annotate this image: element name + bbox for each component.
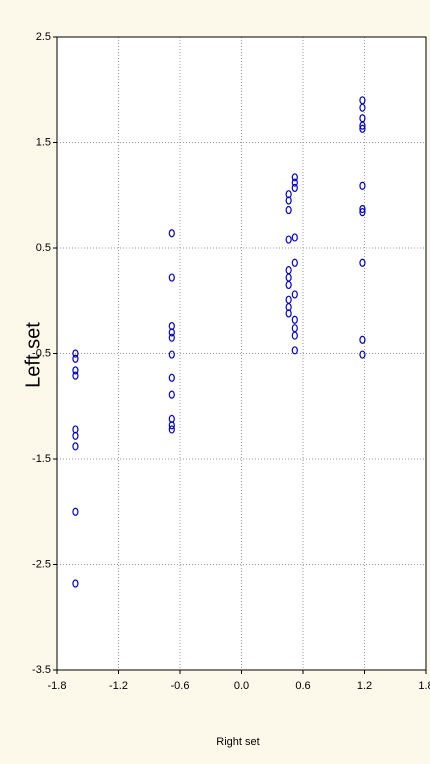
point — [168, 421, 175, 430]
point — [72, 354, 79, 363]
y-tick-label: 0.5 — [36, 242, 51, 254]
point — [359, 208, 366, 217]
y-tick-label: -1.5 — [32, 453, 51, 465]
point — [291, 331, 298, 340]
point — [359, 181, 366, 190]
point — [359, 335, 366, 344]
x-tick-label: -1.8 — [48, 680, 67, 692]
x-tick-label: -1.2 — [109, 680, 128, 692]
point — [72, 425, 79, 434]
point — [291, 173, 298, 182]
point — [291, 258, 298, 267]
point — [168, 373, 175, 382]
point — [291, 315, 298, 324]
point — [72, 442, 79, 451]
point — [285, 302, 292, 312]
point — [359, 124, 366, 133]
y-tick-label: -3.5 — [32, 664, 51, 676]
plot-border — [56, 36, 427, 671]
point — [285, 280, 292, 290]
x-tick-label: 1.8 — [418, 680, 430, 692]
point — [168, 425, 175, 434]
point — [168, 390, 175, 399]
point — [168, 229, 175, 238]
point — [168, 328, 175, 337]
point — [72, 507, 79, 516]
point — [359, 103, 366, 112]
y-tick-label: -2.5 — [32, 558, 51, 570]
point — [168, 273, 175, 282]
point — [285, 205, 292, 215]
point — [291, 290, 298, 299]
x-tick-label: 0.0 — [234, 680, 249, 692]
y-axis-title: Left set — [22, 322, 44, 388]
point — [168, 350, 175, 359]
plot-area — [57, 37, 426, 670]
point — [72, 579, 79, 588]
point — [359, 350, 366, 359]
point — [168, 321, 175, 331]
point — [285, 190, 292, 199]
point — [285, 309, 292, 318]
point — [72, 349, 79, 358]
point — [359, 121, 366, 130]
y-tick-label: 2.5 — [36, 31, 51, 43]
point — [291, 183, 298, 192]
point — [72, 366, 79, 375]
point — [72, 371, 79, 380]
y-tick-label: 1.5 — [36, 136, 51, 148]
point — [285, 235, 292, 244]
point — [168, 333, 175, 342]
point — [285, 196, 292, 205]
x-tick-label: 1.2 — [357, 680, 372, 692]
x-axis-title: Right set — [216, 736, 259, 748]
point — [359, 204, 366, 214]
y-tick-label: -0.5 — [32, 347, 51, 359]
point — [168, 414, 175, 424]
point — [359, 258, 366, 267]
point — [291, 346, 298, 355]
x-tick-label: -0.6 — [171, 680, 190, 692]
point — [291, 178, 298, 187]
x-tick-label: 0.6 — [295, 680, 310, 692]
point — [291, 233, 298, 242]
point — [72, 431, 79, 440]
